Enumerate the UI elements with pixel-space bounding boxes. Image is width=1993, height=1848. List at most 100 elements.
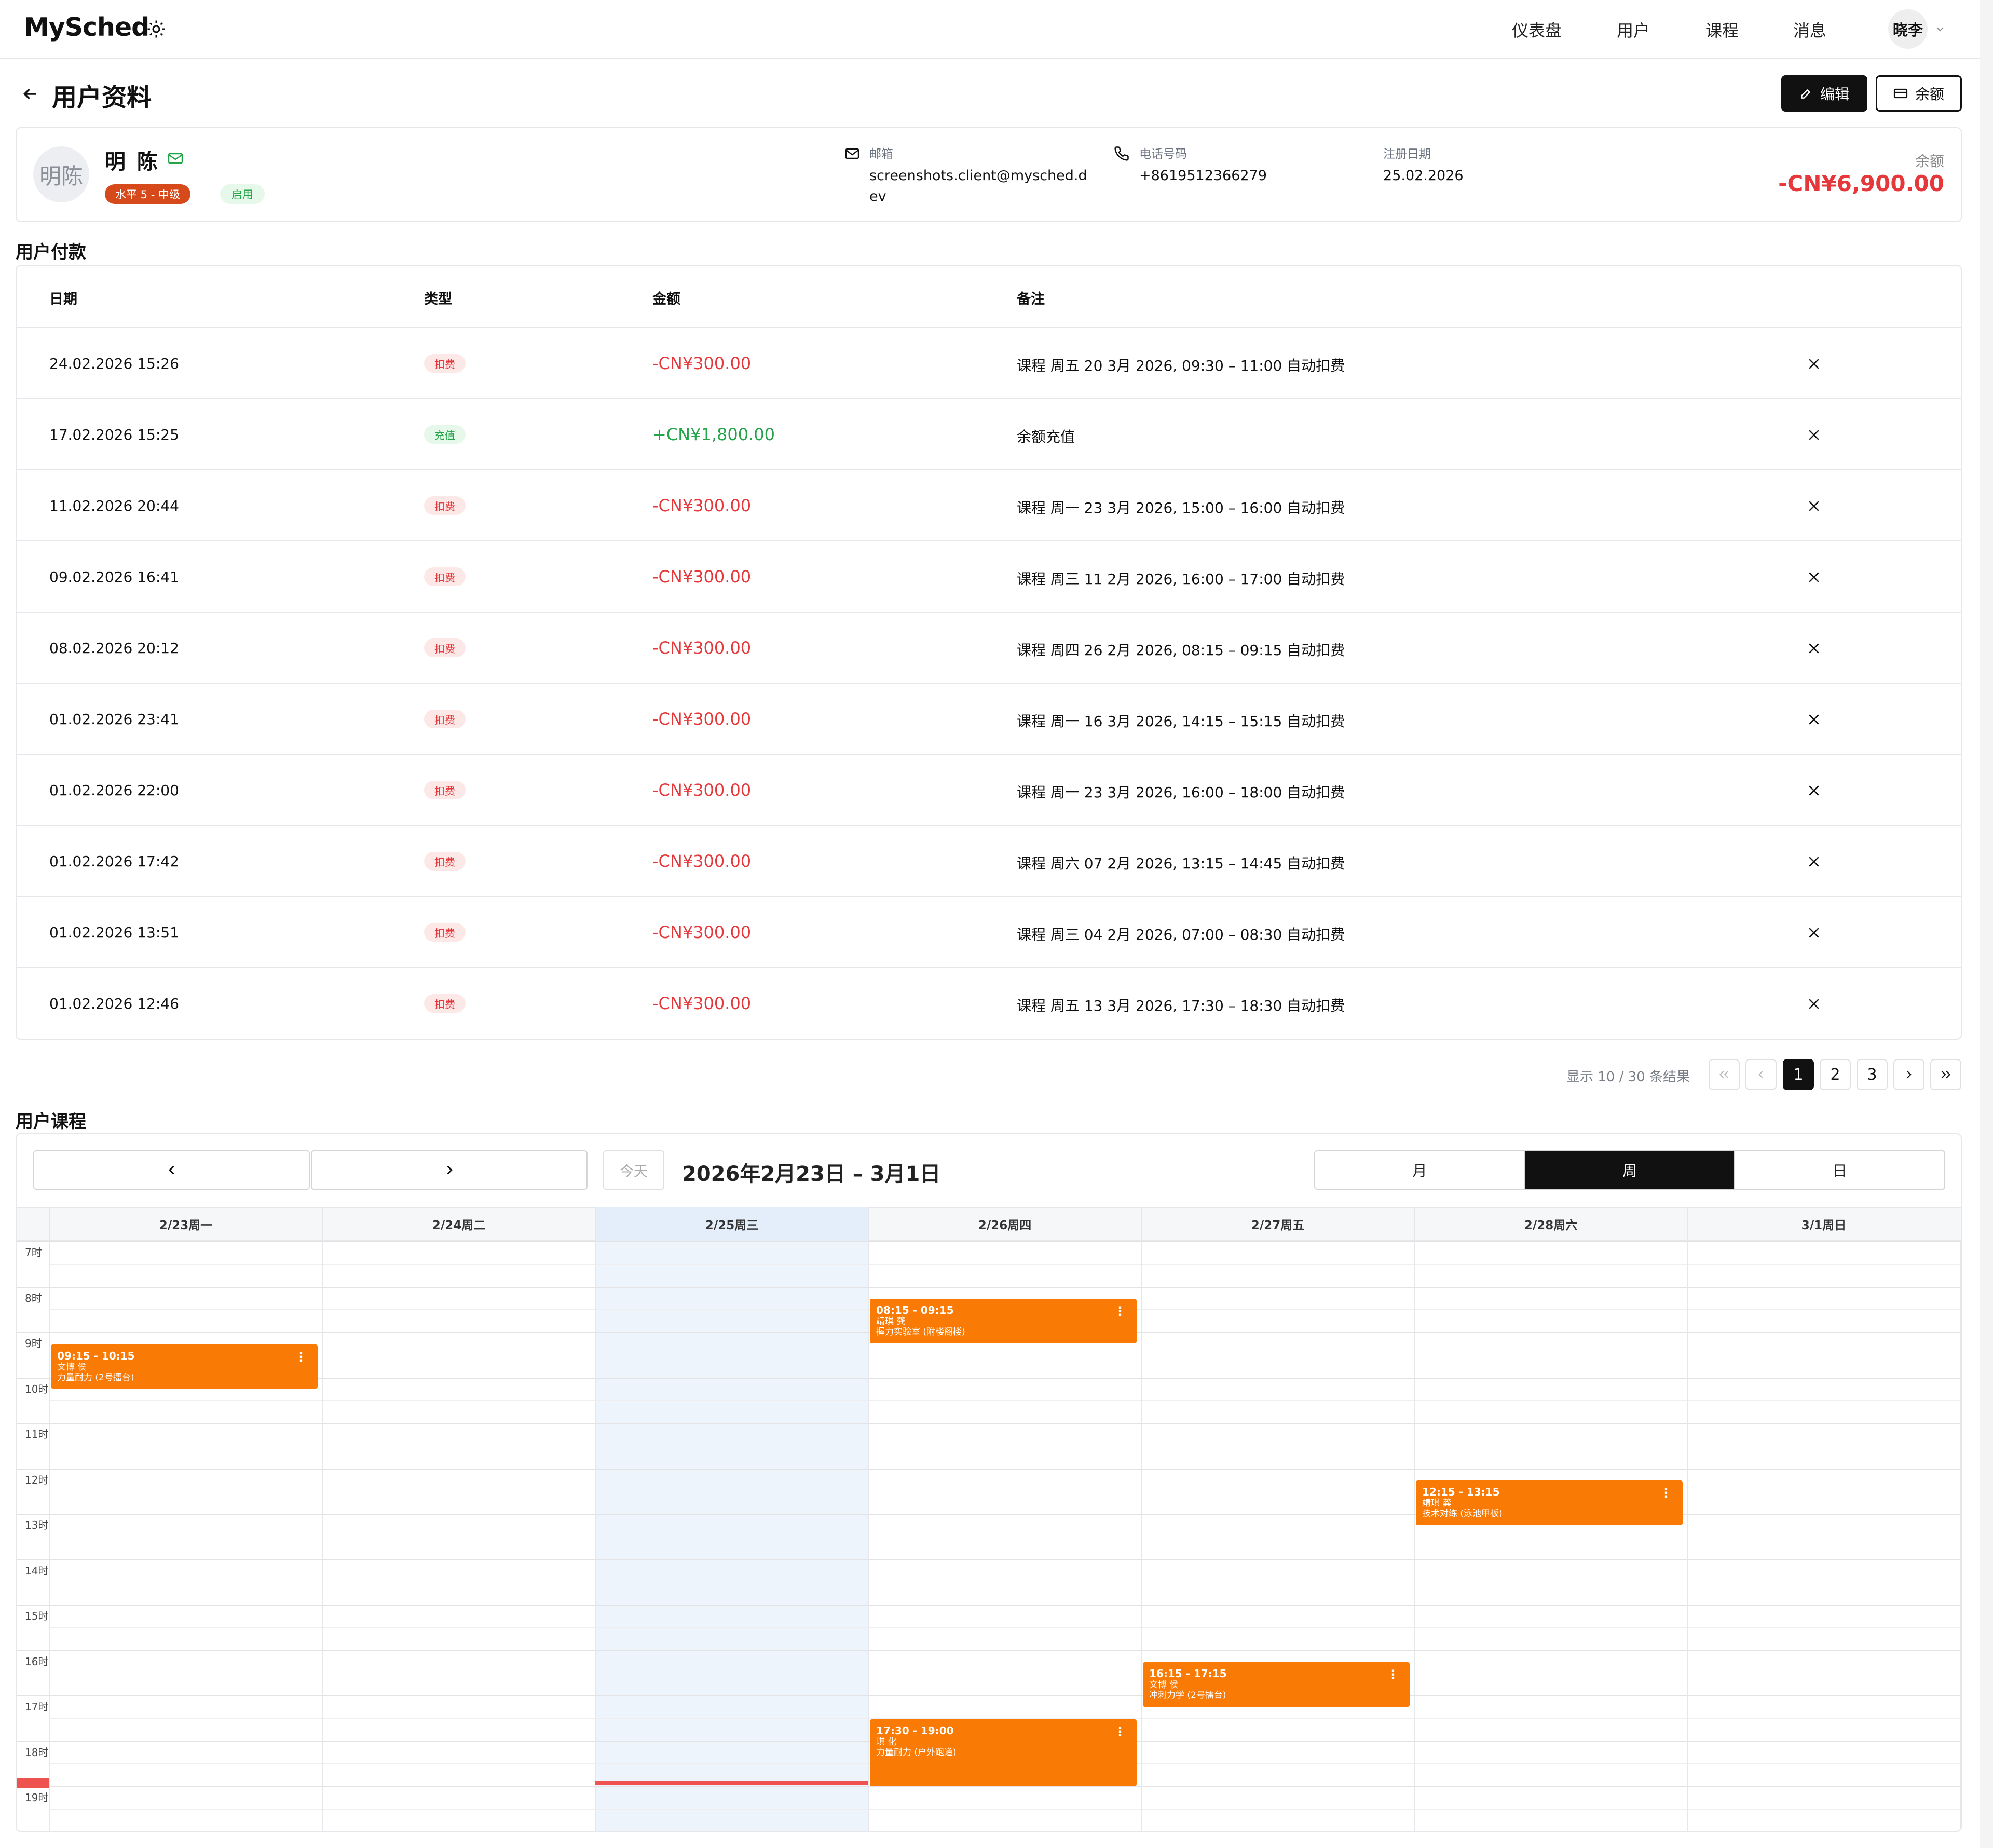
next-page-button[interactable] [1893,1059,1924,1090]
last-page-button[interactable] [1930,1059,1961,1090]
calendar-event[interactable]: 16:15 - 17:15 文博 侯冲刺力学 (2号擂台) ⋮ [1143,1662,1410,1707]
delete-payment-icon[interactable] [1806,712,1822,727]
chevron-down-icon[interactable] [1934,23,1946,35]
payment-amount: +CN¥1,800.00 [652,425,775,444]
first-page-button[interactable] [1709,1059,1740,1090]
event-time: 12:15 - 13:15 [1422,1486,1500,1499]
today-button[interactable]: 今天 [603,1150,664,1190]
pagination-summary: 显示 10 / 30 条结果 [1566,1069,1690,1085]
calendar-event[interactable]: 17:30 - 19:00 琪 化力量耐力 (户外跑道) ⋮ [870,1719,1137,1786]
payment-date: 24.02.2026 15:26 [49,355,179,372]
event-more-icon[interactable]: ⋮ [1660,1486,1672,1501]
hour-label: 14时 [25,1564,49,1577]
hour-label: 12时 [25,1473,49,1486]
day-column-divider [49,1241,50,1831]
table-row: 24.02.2026 15:26 扣费 -CN¥300.00 课程 周五 20 3月 … [17,328,1961,399]
event-more-icon[interactable]: ⋮ [1387,1667,1399,1682]
nav-courses[interactable]: 课程 [1705,21,1739,40]
hour-label: 9时 [25,1337,42,1350]
delete-payment-icon[interactable] [1806,996,1822,1012]
column-header-date: 日期 [49,291,77,307]
delete-payment-icon[interactable] [1806,427,1822,443]
nav-messages[interactable]: 消息 [1793,21,1827,40]
page-button-2[interactable]: 2 [1820,1059,1851,1090]
event-person: 靖琪 龚 [1422,1498,1452,1509]
hour-label: 18时 [25,1746,49,1759]
payment-type-badge: 充值 [424,425,466,444]
calendar-prev-button[interactable] [33,1150,310,1190]
hour-label: 17时 [25,1701,49,1713]
payments-section-title: 用户付款 [16,242,86,263]
day-column-divider [1414,1241,1415,1831]
delete-payment-icon[interactable] [1806,569,1822,585]
page-button-3[interactable]: 3 [1857,1059,1888,1090]
event-course: 技术对练 (泳池甲板) [1422,1509,1503,1519]
payment-type-badge: 扣费 [424,638,466,657]
nav-users[interactable]: 用户 [1617,21,1650,40]
table-row: 01.02.2026 17:42 扣费 -CN¥300.00 课程 周六 07 2月 … [17,826,1961,897]
payment-note: 课程 周一 23 3月 2026, 15:00 – 16:00 自动扣费 [1017,499,1345,517]
delete-payment-icon[interactable] [1806,641,1822,656]
hour-label: 19时 [25,1791,49,1804]
phone-value[interactable]: +8619512366279 [1139,168,1267,184]
balance-button-label: 余额 [1915,86,1944,103]
calendar-next-button[interactable] [311,1150,588,1190]
view-day-button[interactable]: 日 [1832,1162,1847,1179]
payment-amount: -CN¥300.00 [652,354,752,373]
calendar-week-grid[interactable]: 2/23周一 2/24周二 2/25周三 2/26周四 2/27周五 2/28周六 3/1周… [17,1207,1961,1831]
nav-dashboard[interactable]: 仪表盘 [1512,21,1562,40]
user-menu-avatar[interactable]: 晓李 [1888,9,1928,49]
view-week-button[interactable]: 周 [1525,1151,1736,1189]
hour-divider [17,1786,1961,1787]
profile-card: 明陈 明 陈 水平 5 - 中级 启用 邮箱 screenshots.clien… [16,127,1962,222]
payment-amount: -CN¥300.00 [652,496,752,515]
back-arrow-icon[interactable] [21,85,39,103]
delete-payment-icon[interactable] [1806,854,1822,869]
day-column-header: 2/27周五 [1141,1207,1414,1241]
email-value[interactable]: screenshots.client@mysched.d ev [869,166,1087,207]
calendar-event[interactable]: 08:15 - 09:15 靖琪 龚握力实验室 (附楼阁楼) ⋮ [870,1299,1137,1343]
payment-type-badge: 扣费 [424,781,466,799]
page-scrollbar[interactable] [1980,0,1993,1848]
payment-amount: -CN¥300.00 [652,709,752,729]
chevron-left-icon [1758,1070,1764,1079]
email-value-line2: ev [869,188,886,205]
status-badge: 启用 [220,184,265,204]
prev-page-button[interactable] [1745,1059,1777,1090]
event-more-icon[interactable]: ⋮ [1114,1304,1126,1319]
phone-label: 电话号码 [1139,147,1187,161]
payment-type-badge: 扣费 [424,496,466,515]
balance-value: -CN¥6,900.00 [1778,171,1944,196]
payment-date: 01.02.2026 17:42 [49,853,179,870]
app-logo[interactable]: MySched [24,12,149,42]
theme-toggle-icon[interactable] [147,20,166,38]
chevron-left-icon [168,1165,174,1175]
payment-type-badge: 扣费 [424,567,466,586]
calendar-event[interactable]: 12:15 - 13:15 靖琪 龚技术对练 (泳池甲板) ⋮ [1416,1480,1683,1525]
table-row: 09.02.2026 16:41 扣费 -CN¥300.00 课程 周三 11 2月 … [17,541,1961,613]
event-more-icon[interactable]: ⋮ [295,1349,307,1364]
payment-date: 01.02.2026 22:00 [49,782,179,799]
event-course: 握力实验室 (附楼阁楼) [876,1327,965,1338]
payment-amount: -CN¥300.00 [652,994,752,1013]
email-label: 邮箱 [869,147,893,161]
payment-date: 01.02.2026 23:41 [49,711,179,728]
current-time-indicator [595,1781,868,1785]
delete-payment-icon[interactable] [1806,783,1822,798]
event-time: 08:15 - 09:15 [876,1304,954,1317]
payment-type-badge: 扣费 [424,710,466,728]
payment-note: 课程 周三 11 2月 2026, 16:00 – 17:00 自动扣费 [1017,570,1345,588]
hour-label: 16时 [25,1655,49,1668]
registration-label: 注册日期 [1383,147,1431,161]
delete-payment-icon[interactable] [1806,356,1822,372]
view-month-button[interactable]: 月 [1315,1151,1525,1189]
page-button-1[interactable]: 1 [1783,1059,1814,1090]
event-more-icon[interactable]: ⋮ [1114,1724,1126,1739]
delete-payment-icon[interactable] [1806,498,1822,514]
event-time: 09:15 - 10:15 [57,1349,135,1362]
calendar-event[interactable]: 09:15 - 10:15 文博 侯力量耐力 (2号擂台) ⋮ [51,1344,318,1389]
edit-button[interactable]: 编辑 [1781,75,1867,112]
hour-label: 7时 [25,1246,42,1259]
delete-payment-icon[interactable] [1806,925,1822,941]
balance-button[interactable]: 余额 [1876,75,1962,112]
